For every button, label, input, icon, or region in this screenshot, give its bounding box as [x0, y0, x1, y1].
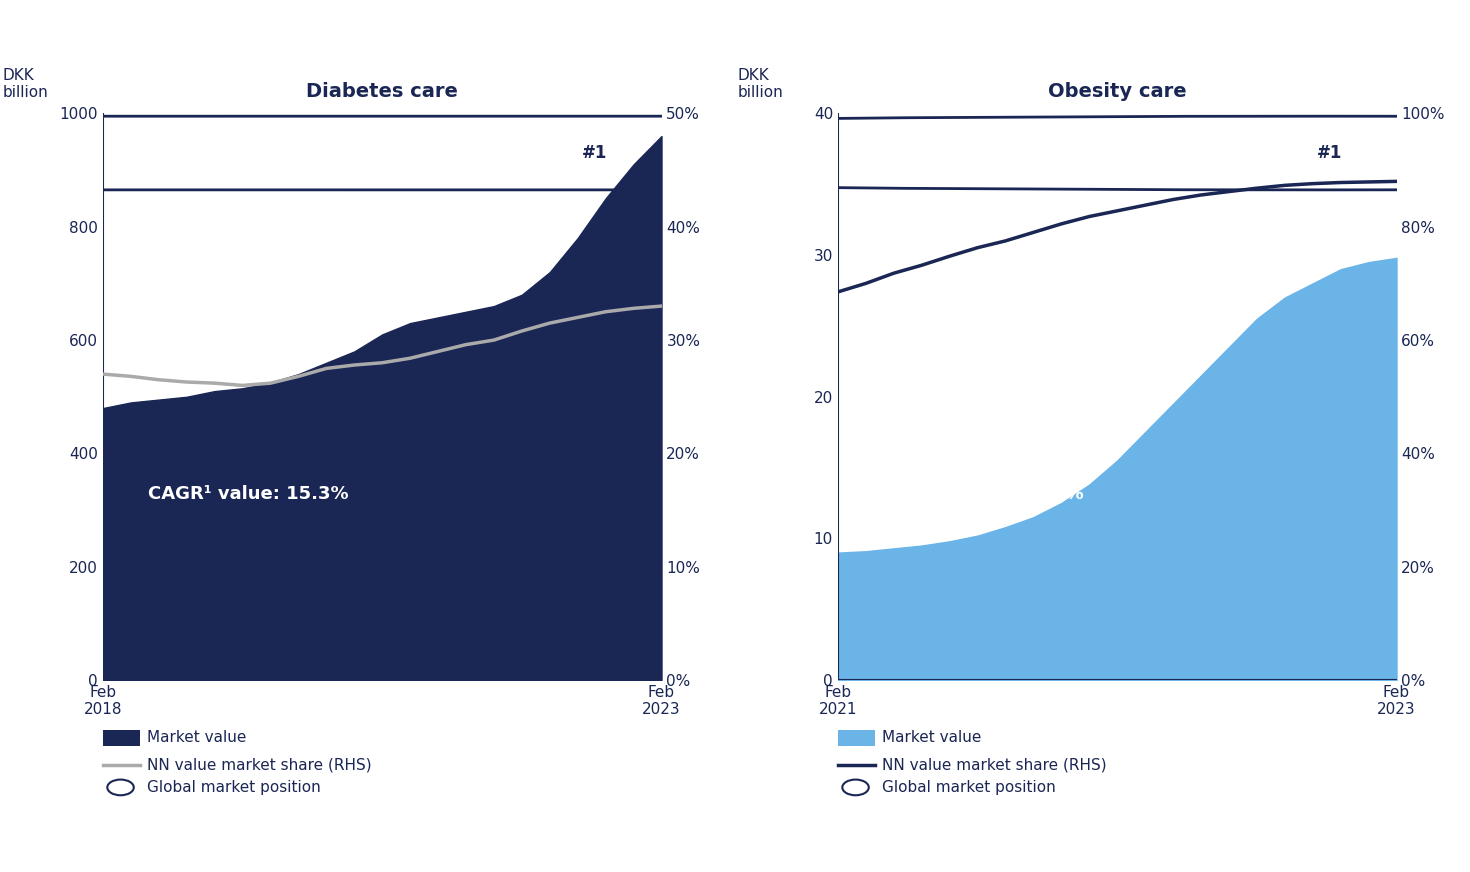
- Text: #1: #1: [582, 144, 607, 162]
- Text: DKK
billion: DKK billion: [3, 68, 49, 100]
- Text: NN value market share (RHS): NN value market share (RHS): [147, 757, 372, 773]
- Text: CAGR² value: 80.7%: CAGR² value: 80.7%: [882, 485, 1083, 503]
- Text: NN value market share (RHS): NN value market share (RHS): [882, 757, 1107, 773]
- Text: Market value: Market value: [882, 730, 982, 746]
- Title: Obesity care: Obesity care: [1048, 82, 1186, 100]
- Text: CAGR¹ value: 15.3%: CAGR¹ value: 15.3%: [147, 485, 348, 503]
- Text: #1: #1: [1317, 144, 1342, 162]
- Text: Market value: Market value: [147, 730, 247, 746]
- Text: DKK
billion: DKK billion: [738, 68, 784, 100]
- Text: Global market position: Global market position: [882, 780, 1055, 795]
- Text: Global market position: Global market position: [147, 780, 320, 795]
- Title: Diabetes care: Diabetes care: [306, 82, 459, 100]
